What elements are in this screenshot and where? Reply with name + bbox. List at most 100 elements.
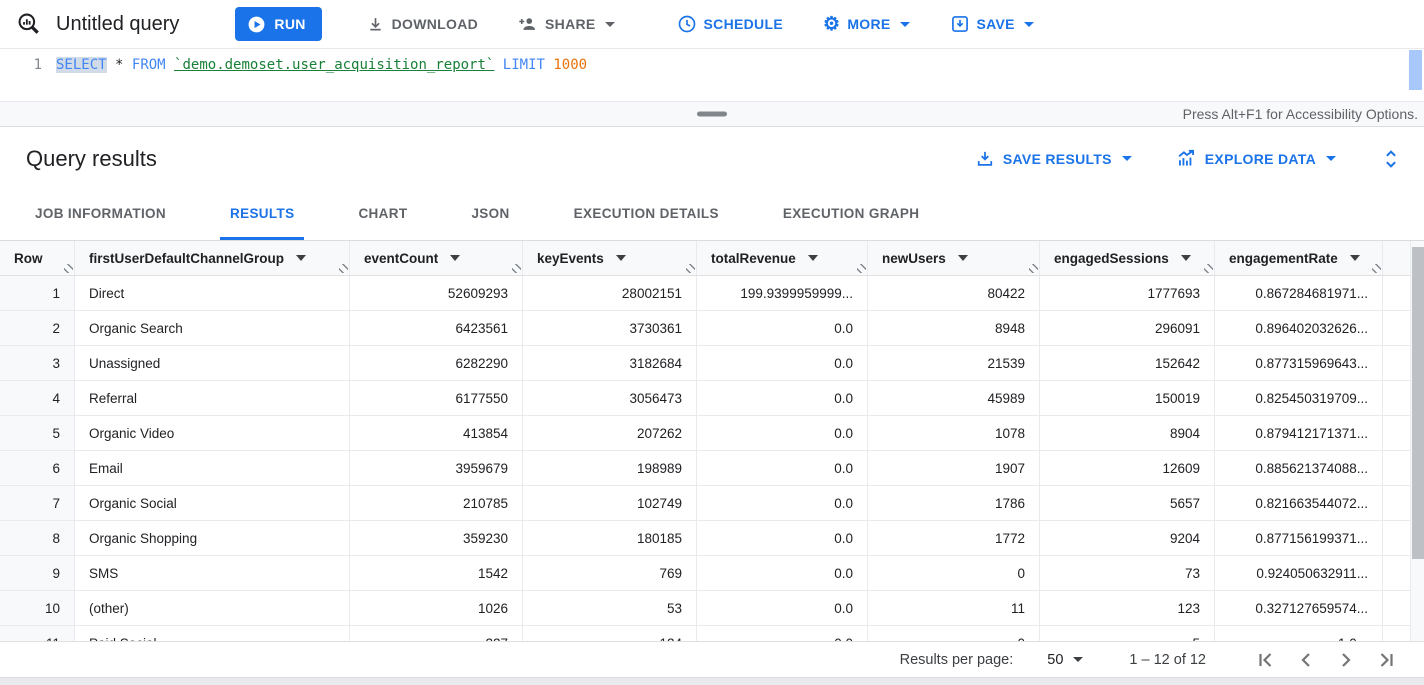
save-results-button[interactable]: SAVE RESULTS <box>975 149 1132 169</box>
editor-scrollbar[interactable] <box>1409 49 1422 101</box>
column-resize-handle-icon[interactable] <box>1029 264 1038 273</box>
column-menu-arrow-icon[interactable] <box>807 255 818 261</box>
table-cell: 8904 <box>1040 416 1215 450</box>
table-cell: 180185 <box>523 521 697 555</box>
column-header-engagementrate: engagementRate <box>1215 241 1383 275</box>
tab-execution-details[interactable]: EXECUTION DETAILS <box>573 206 719 221</box>
table-cell: Referral <box>75 381 350 415</box>
table-cell: Organic Video <box>75 416 350 450</box>
table-cell: 0.877315969643... <box>1215 346 1383 380</box>
column-header-totalrevenue: totalRevenue <box>697 241 868 275</box>
table-cell: 45989 <box>868 381 1040 415</box>
previous-page-button[interactable] <box>1286 645 1326 675</box>
save-button[interactable]: SAVE <box>940 6 1044 42</box>
column-header-eventcount: eventCount <box>350 241 523 275</box>
more-button[interactable]: ⚙ MORE <box>813 6 920 42</box>
column-header-label: keyEvents <box>537 250 604 266</box>
schedule-button-label: SCHEDULE <box>703 16 783 32</box>
column-resize-handle-icon[interactable] <box>686 264 695 273</box>
table-cell: (other) <box>75 591 350 625</box>
row-number-cell: 3 <box>0 346 75 380</box>
share-button-label: SHARE <box>545 16 596 32</box>
table-cell: 0.0 <box>697 486 868 520</box>
table-row: 8 Organic Shopping 359230 180185 0.0 1772 9204… <box>0 521 1424 556</box>
pagination-footer: Results per page: 50 1 – 12 of 12 <box>0 641 1424 677</box>
table-cell: 73 <box>1040 556 1215 590</box>
table-cell: 0.877156199371... <box>1215 521 1383 555</box>
column-menu-arrow-icon[interactable] <box>1180 255 1191 261</box>
table-scrollbar-thumb[interactable] <box>1412 247 1424 559</box>
table-cell: 80422 <box>868 276 1040 310</box>
save-results-label: SAVE RESULTS <box>1002 150 1112 167</box>
last-page-button[interactable] <box>1366 645 1406 675</box>
first-page-button[interactable] <box>1246 645 1286 675</box>
expand-collapse-results-button[interactable] <box>1380 148 1402 170</box>
table-cell: 1786 <box>868 486 1040 520</box>
run-button-label: RUN <box>274 16 306 32</box>
table-cell: 1026 <box>350 591 523 625</box>
sql-editor[interactable]: 1 SELECT * FROM `demo.demoset.user_acqui… <box>0 49 1424 101</box>
download-button[interactable]: DOWNLOAD <box>356 6 488 42</box>
row-number-cell: 2 <box>0 311 75 345</box>
column-menu-arrow-icon[interactable] <box>615 255 626 261</box>
column-header-label: Row <box>14 250 43 266</box>
table-body: 1 Direct 52609293 28002151 199.9399959999...… <box>0 276 1424 641</box>
column-menu-arrow-icon[interactable] <box>450 255 461 261</box>
column-resize-handle-icon[interactable] <box>339 264 348 273</box>
next-page-button[interactable] <box>1326 645 1366 675</box>
share-button[interactable]: SHARE <box>508 6 625 42</box>
table-cell: 3056473 <box>523 381 697 415</box>
table-cell: 0.885621374088... <box>1215 451 1383 485</box>
tab-execution-graph[interactable]: EXECUTION GRAPH <box>782 206 920 221</box>
tab-chart[interactable]: CHART <box>358 206 408 221</box>
table-cell: 6423561 <box>350 311 523 345</box>
table-row: 2 Organic Search 6423561 3730361 0.0 8948 2960… <box>0 311 1424 346</box>
table-row: 5 Organic Video 413854 207262 0.0 1078 8904 0.8… <box>0 416 1424 451</box>
column-menu-arrow-icon[interactable] <box>296 255 307 261</box>
column-resize-handle-icon[interactable] <box>1204 264 1213 273</box>
table-cell: 3730361 <box>523 311 697 345</box>
schedule-button[interactable]: SCHEDULE <box>667 6 793 42</box>
table-row: 3 Unassigned 6282290 3182684 0.0 21539 152642 0… <box>0 346 1424 381</box>
query-title: Untitled query <box>56 12 180 35</box>
tab-json[interactable]: JSON <box>471 206 510 221</box>
pane-splitter-handle[interactable] <box>697 111 727 117</box>
row-number-cell: 11 <box>0 626 75 641</box>
page-size-value: 50 <box>1047 651 1064 668</box>
column-header-label: engagedSessions <box>1054 250 1169 266</box>
table-cell: 9204 <box>1040 521 1215 555</box>
table-cell: 0.867284681971... <box>1215 276 1383 310</box>
column-resize-handle-icon[interactable] <box>64 264 73 273</box>
explore-data-button[interactable]: EXPLORE DATA <box>1176 148 1336 169</box>
save-results-download-icon <box>975 149 995 169</box>
accessibility-hint: Press Alt+F1 for Accessibility Options. <box>1182 106 1418 122</box>
table-row: 4 Referral 6177550 3056473 0.0 45989 150019 0.8… <box>0 381 1424 416</box>
sql-code-line[interactable]: SELECT * FROM `demo.demoset.user_acquisi… <box>56 49 587 101</box>
tab-job-information[interactable]: JOB INFORMATION <box>35 206 166 221</box>
query-results-title: Query results <box>26 145 157 171</box>
table-cell: 0.821663544072... <box>1215 486 1383 520</box>
table-cell: 6282290 <box>350 346 523 380</box>
editor-line-number: 1 <box>33 57 42 73</box>
table-cell: 1772 <box>868 521 1040 555</box>
table-vertical-scrollbar[interactable] <box>1410 241 1424 641</box>
editor-scrollbar-thumb[interactable] <box>1409 50 1422 90</box>
sql-keyword-from: FROM <box>131 57 166 73</box>
sql-table-reference-link[interactable]: `demo.demoset.user_acquisition_report` <box>174 57 495 73</box>
table-cell: Organic Social <box>75 486 350 520</box>
column-menu-arrow-icon[interactable] <box>1349 255 1360 261</box>
table-cell: 0.0 <box>697 311 868 345</box>
tab-results[interactable]: RESULTS <box>220 190 305 240</box>
column-resize-handle-icon[interactable] <box>857 264 866 273</box>
column-menu-arrow-icon[interactable] <box>957 255 968 261</box>
table-row: 6 Email 3959679 198989 0.0 1907 12609 0.8856213… <box>0 451 1424 486</box>
column-resize-handle-icon[interactable] <box>512 264 521 273</box>
table-cell: 0.0 <box>697 416 868 450</box>
run-button[interactable]: RUN <box>235 7 322 41</box>
gear-icon: ⚙ <box>822 13 841 35</box>
table-row: 11Paid Social2271240.0051.0... <box>0 626 1424 641</box>
column-resize-handle-icon[interactable] <box>1372 264 1381 273</box>
chevron-down-icon <box>604 21 615 27</box>
page-size-select[interactable]: 50 <box>1047 651 1084 668</box>
results-per-page-label: Results per page: <box>899 651 1014 668</box>
